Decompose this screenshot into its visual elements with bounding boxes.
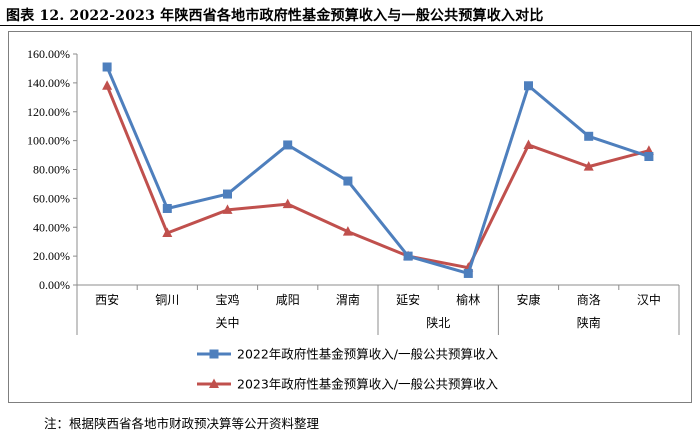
series-point [209, 349, 219, 359]
series-point [524, 81, 533, 91]
series-2 [102, 80, 654, 272]
series-point [223, 189, 232, 199]
legend-label: 2022年政府性基金预算收入/一般公共预算收入 [237, 347, 499, 362]
y-tick-label: 80.00% [33, 163, 70, 177]
x-tick-label: 汉中 [637, 292, 661, 307]
group-label: 陕南 [577, 315, 601, 330]
group-label: 陕北 [426, 315, 450, 330]
series-point [463, 268, 473, 278]
series-line [105, 66, 650, 275]
series-point [644, 152, 654, 162]
series-point [403, 251, 413, 261]
title-divider [0, 25, 700, 26]
series-1 [102, 62, 654, 278]
series-point [584, 131, 594, 141]
legend-item: 2023年政府性基金预算收入/一般公共预算收入 [197, 377, 499, 392]
series-layer [102, 62, 654, 278]
series-point [102, 62, 112, 72]
series-point [343, 176, 353, 186]
x-tick-label: 宝鸡 [215, 292, 239, 307]
chart-frame: 0.00% 20.00% 40.00% 60.00% 80.00% 100.00% 120.… [8, 31, 692, 403]
y-tick-label: 20.00% [33, 249, 70, 263]
series-line [105, 85, 650, 270]
group-label: 关中 [215, 315, 239, 330]
y-tick-label: 140.00% [27, 76, 70, 90]
legend-item: 2022年政府性基金预算收入/一般公共预算收入 [197, 347, 499, 362]
series-point [102, 80, 113, 90]
series-point [209, 378, 219, 388]
series-point [523, 139, 534, 149]
y-tick-label: 40.00% [33, 220, 70, 234]
x-tick-label: 渭南 [336, 292, 360, 307]
legend: 2022年政府性基金预算收入/一般公共预算收入 2023年政府性基金预算收入/一般… [197, 347, 499, 392]
series-point [583, 161, 594, 171]
y-tick-label: 60.00% [33, 191, 70, 205]
axes: 0.00% 20.00% 40.00% 60.00% 80.00% 100.00% 120.… [27, 47, 680, 335]
line-chart: 0.00% 20.00% 40.00% 60.00% 80.00% 100.00% 120.… [27, 47, 680, 392]
x-tick-label: 铜川 [155, 292, 179, 307]
series-point [162, 203, 172, 213]
y-tick-label: 0.00% [39, 278, 70, 292]
x-tick-label: 西安 [95, 292, 119, 307]
series-point [222, 204, 233, 214]
series-point [282, 198, 293, 209]
y-tick-label: 120.00% [27, 105, 70, 119]
x-tick-label: 咸阳 [276, 293, 300, 307]
x-tick-label: 商洛 [577, 292, 601, 307]
figure-title: 图表 12. 2022-2023 年陕西省各地市政府性基金预算收入与一般公共预算… [6, 8, 544, 24]
series-point [283, 140, 293, 150]
series-point [342, 226, 353, 236]
x-tick-label: 安康 [516, 292, 540, 307]
x-tick-label: 延安 [396, 292, 420, 307]
source-note: 注：根据陕西省各地市财政预决算等公开资料整理 [44, 416, 320, 431]
series-point [162, 227, 173, 238]
legend-label: 2023年政府性基金预算收入/一般公共预算收入 [237, 377, 499, 392]
y-tick-label: 160.00% [27, 47, 70, 61]
x-tick-label: 榆林 [456, 292, 480, 307]
y-tick-label: 100.00% [27, 134, 70, 148]
